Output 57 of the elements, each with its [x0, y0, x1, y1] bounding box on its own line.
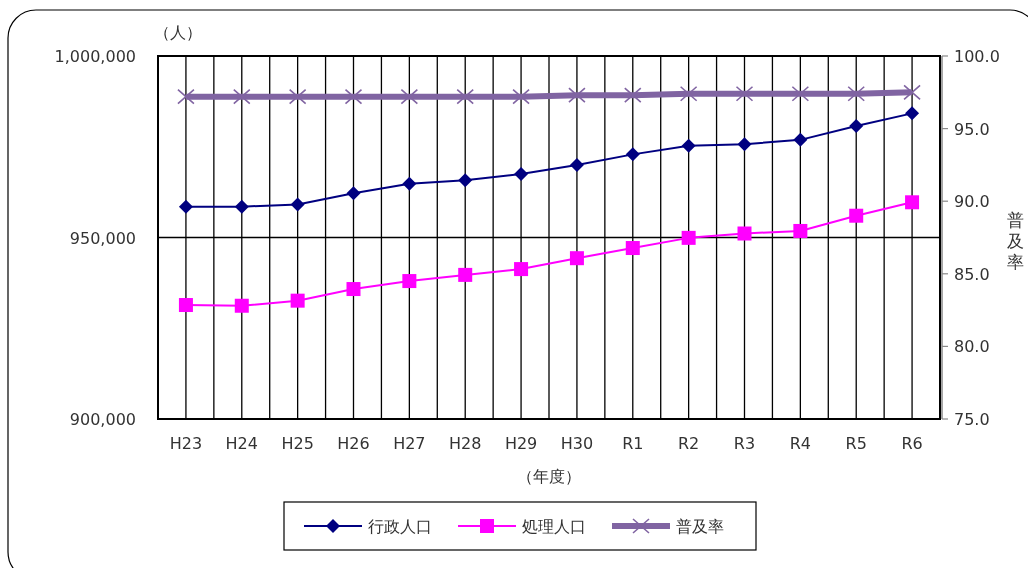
- point: [402, 176, 417, 191]
- point: [849, 208, 864, 223]
- point: [458, 173, 473, 188]
- x-axis-title: （年度）: [517, 467, 581, 486]
- point: [514, 262, 529, 277]
- x-tick-label: R2: [677, 434, 700, 453]
- x-tick-label: H26: [337, 434, 370, 453]
- point: [569, 251, 584, 266]
- point: [569, 157, 584, 172]
- legend-label: 行政人口: [368, 517, 432, 536]
- y2-tick-label: 95.0: [954, 119, 990, 139]
- y-axis-title: （人）: [154, 23, 202, 42]
- y-tick-label: 950,000: [69, 228, 136, 248]
- legend-label: 普及率: [676, 517, 724, 536]
- x-tick-label: H23: [169, 434, 203, 453]
- x-tick-label: H24: [225, 434, 258, 453]
- x-tick-label: R5: [845, 434, 867, 453]
- legend-label: 処理人口: [522, 517, 586, 536]
- y2-tick-label: 80.0: [954, 337, 990, 357]
- point: [346, 186, 361, 201]
- point: [402, 274, 417, 289]
- point: [514, 166, 529, 181]
- point: [346, 282, 361, 297]
- point: [849, 119, 864, 134]
- point: [681, 230, 696, 245]
- point: [905, 195, 920, 210]
- point: [737, 137, 752, 152]
- point: [178, 199, 193, 214]
- x-tick-label: H28: [449, 434, 482, 453]
- y-tick-label: 1,000,000: [54, 47, 136, 66]
- x-tick-label: R4: [789, 434, 812, 453]
- x-tick-label: H30: [560, 434, 594, 453]
- x-tick-label: R6: [901, 434, 923, 453]
- point: [290, 293, 305, 308]
- y2-tick-label: 100.0: [954, 47, 1000, 66]
- x-tick-label: R3: [733, 434, 756, 453]
- point: [681, 138, 696, 153]
- y2-tick-label: 85.0: [954, 264, 990, 284]
- point: [905, 106, 920, 121]
- x-tick-label: H29: [504, 434, 538, 453]
- point: [458, 267, 473, 282]
- x-tick-label: R1: [622, 434, 644, 453]
- x-tick-label: H25: [281, 434, 314, 453]
- point: [737, 226, 752, 241]
- point: [625, 147, 640, 162]
- point: [625, 241, 640, 256]
- x-tick-label: H27: [393, 434, 426, 453]
- y-tick-label: 900,000: [69, 410, 136, 429]
- point: [178, 298, 193, 313]
- point: [793, 223, 808, 238]
- y2-axis-title: 普及率: [1006, 210, 1024, 272]
- y2-tick-label: 90.0: [954, 192, 990, 212]
- point: [234, 199, 249, 214]
- point: [793, 132, 808, 147]
- point: [290, 197, 305, 212]
- point: [234, 298, 249, 313]
- y2-tick-label: 75.0: [954, 410, 990, 429]
